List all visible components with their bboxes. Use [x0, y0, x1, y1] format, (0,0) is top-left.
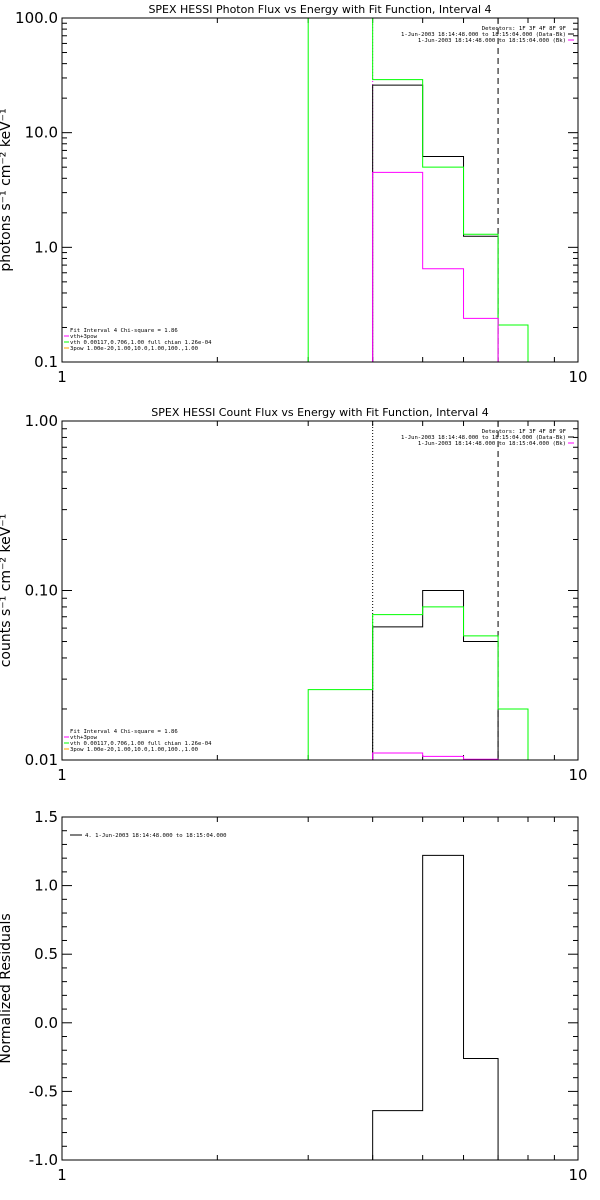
series-2-step-line — [307, 18, 529, 362]
legend-text: Fit Interval 4 Chi-square = 1.86 — [70, 729, 178, 735]
chart-panel-2: SPEX HESSI Count Flux vs Energy with Fit… — [0, 406, 588, 784]
y-tick-label: 100.0 — [15, 9, 58, 27]
plot-frame — [61, 17, 579, 363]
y-tick-label: 1.00 — [25, 412, 58, 430]
series-1-step-line — [372, 84, 499, 362]
chart-title: SPEX HESSI Count Flux vs Energy with Fit… — [151, 406, 488, 419]
y-tick-label: -1.0 — [29, 1151, 58, 1169]
legend-text: vth+3pow — [70, 334, 98, 340]
legend-text: 4. 1-Jun-2003 18:14:48.000 to 18:15:04.0… — [85, 833, 226, 839]
x-tick-label: 10 — [568, 1166, 587, 1184]
legend-text: 1-Jun-2003 18:14:48.000 to 18:15:04.000 … — [401, 435, 566, 441]
chart-panel-1: SPEX HESSI Photon Flux vs Energy with Fi… — [0, 3, 588, 386]
legend-text: 1-Jun-2003 18:14:48.000 to 18:15:04.000 … — [418, 441, 566, 447]
plot-data — [307, 18, 529, 362]
x-tick-label: 1 — [57, 766, 67, 784]
y-tick-label: 0.01 — [25, 751, 58, 769]
y-axis-ticks — [62, 17, 578, 363]
series-1-step-line — [307, 590, 529, 760]
y-tick-label: 0.10 — [25, 582, 58, 600]
x-axis-ticks — [61, 18, 579, 362]
x-tick-label: 10 — [568, 766, 587, 784]
y-tick-label: 1.5 — [34, 808, 58, 826]
plot-data — [372, 854, 499, 1160]
series-3-step-line — [372, 752, 499, 760]
y-tick-label: -0.5 — [29, 1082, 58, 1100]
legend-text: 1-Jun-2003 18:14:48.000 to 18:15:04.000 … — [401, 32, 566, 38]
legend-text: 3pow 1.00e-20,1.00,10.0,1.00,100.,1.00 — [70, 346, 198, 352]
legend-text: Fit Interval 4 Chi-square = 1.86 — [70, 328, 178, 334]
y-axis-label: counts s⁻¹ cm⁻² keV⁻¹ — [0, 514, 14, 668]
legend-text: Detectors: 1F 3F 4F 8F 9F — [482, 429, 567, 435]
legend-text: Detectors: 1F 3F 4F 8F 9F — [482, 26, 567, 32]
x-axis-ticks — [61, 817, 579, 1160]
plot-frame — [61, 816, 579, 1161]
y-axis-label: photons s⁻¹ cm⁻² keV⁻¹ — [0, 108, 14, 271]
series-2-step-line — [307, 606, 529, 760]
chart-title: SPEX HESSI Photon Flux vs Energy with Fi… — [148, 3, 491, 16]
x-tick-label: 1 — [57, 1166, 67, 1184]
legend-text: 3pow 1.00e-20,1.00,10.0,1.00,100.,1.00 — [70, 747, 198, 753]
plot-data — [307, 421, 529, 760]
x-tick-label: 10 — [568, 368, 587, 386]
y-tick-label: 0.1 — [34, 353, 58, 371]
y-axis-label: Normalized Residuals — [0, 913, 14, 1063]
y-tick-label: 0.0 — [34, 1014, 58, 1032]
legend-text: vth 0.00117,0.706,1.00 full chian 1.26e-… — [70, 340, 212, 346]
series-1-step-line — [372, 854, 499, 1160]
x-tick-label: 1 — [57, 368, 67, 386]
legend-text: vth 0.00117,0.706,1.00 full chian 1.26e-… — [70, 741, 212, 747]
plot-frame — [61, 420, 579, 761]
y-tick-label: 1.0 — [34, 238, 58, 256]
chart-panel-3: Normalized Residuals 1 10 -1.0 -0.5 0.0 0.5 1.0… — [0, 808, 588, 1184]
series-3-step-line — [372, 171, 499, 362]
y-tick-label: 0.5 — [34, 945, 58, 963]
legend-text: vth+3pow — [70, 735, 98, 741]
y-tick-label: 1.0 — [34, 877, 58, 895]
y-axis-ticks — [62, 816, 578, 1161]
y-tick-label: 10.0 — [25, 124, 58, 142]
legend-text: 1-Jun-2003 18:14:48.000 to 18:15:04.000 … — [418, 38, 566, 44]
